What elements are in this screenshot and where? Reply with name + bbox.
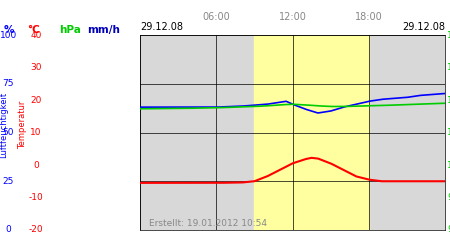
Text: 0: 0 [5,226,11,234]
Text: -20: -20 [29,226,43,234]
Text: 25: 25 [2,177,14,186]
Text: 30: 30 [30,63,42,72]
Text: 100: 100 [0,30,17,40]
Text: 985: 985 [447,226,450,234]
Text: 20: 20 [30,96,42,104]
Text: 995: 995 [447,193,450,202]
Bar [254,35,369,230]
Text: 1005: 1005 [447,160,450,170]
Text: 75: 75 [2,79,14,88]
Text: 06:00: 06:00 [202,12,230,22]
Text: %: % [4,25,14,35]
Text: hPa: hPa [59,25,81,35]
Text: 29.12.08: 29.12.08 [402,22,445,32]
Text: 1015: 1015 [447,128,450,137]
Text: Erstellt: 19.01.2012 10:54: Erstellt: 19.01.2012 10:54 [149,218,267,228]
Text: °C: °C [27,25,40,35]
Text: 1035: 1035 [447,63,450,72]
Text: 29.12.08: 29.12.08 [140,22,183,32]
Text: Temperatur: Temperatur [18,101,27,149]
Text: 0: 0 [33,160,39,170]
Text: 18:00: 18:00 [355,12,382,22]
Text: 1025: 1025 [447,96,450,104]
Text: mm/h: mm/h [87,25,120,35]
Text: 10: 10 [30,128,42,137]
Text: 50: 50 [2,128,14,137]
Text: 40: 40 [30,30,42,40]
Text: -10: -10 [29,193,43,202]
Text: 12:00: 12:00 [279,12,306,22]
Text: Luftfeuchtigkeit: Luftfeuchtigkeit [0,92,8,158]
Text: 1045: 1045 [447,30,450,40]
